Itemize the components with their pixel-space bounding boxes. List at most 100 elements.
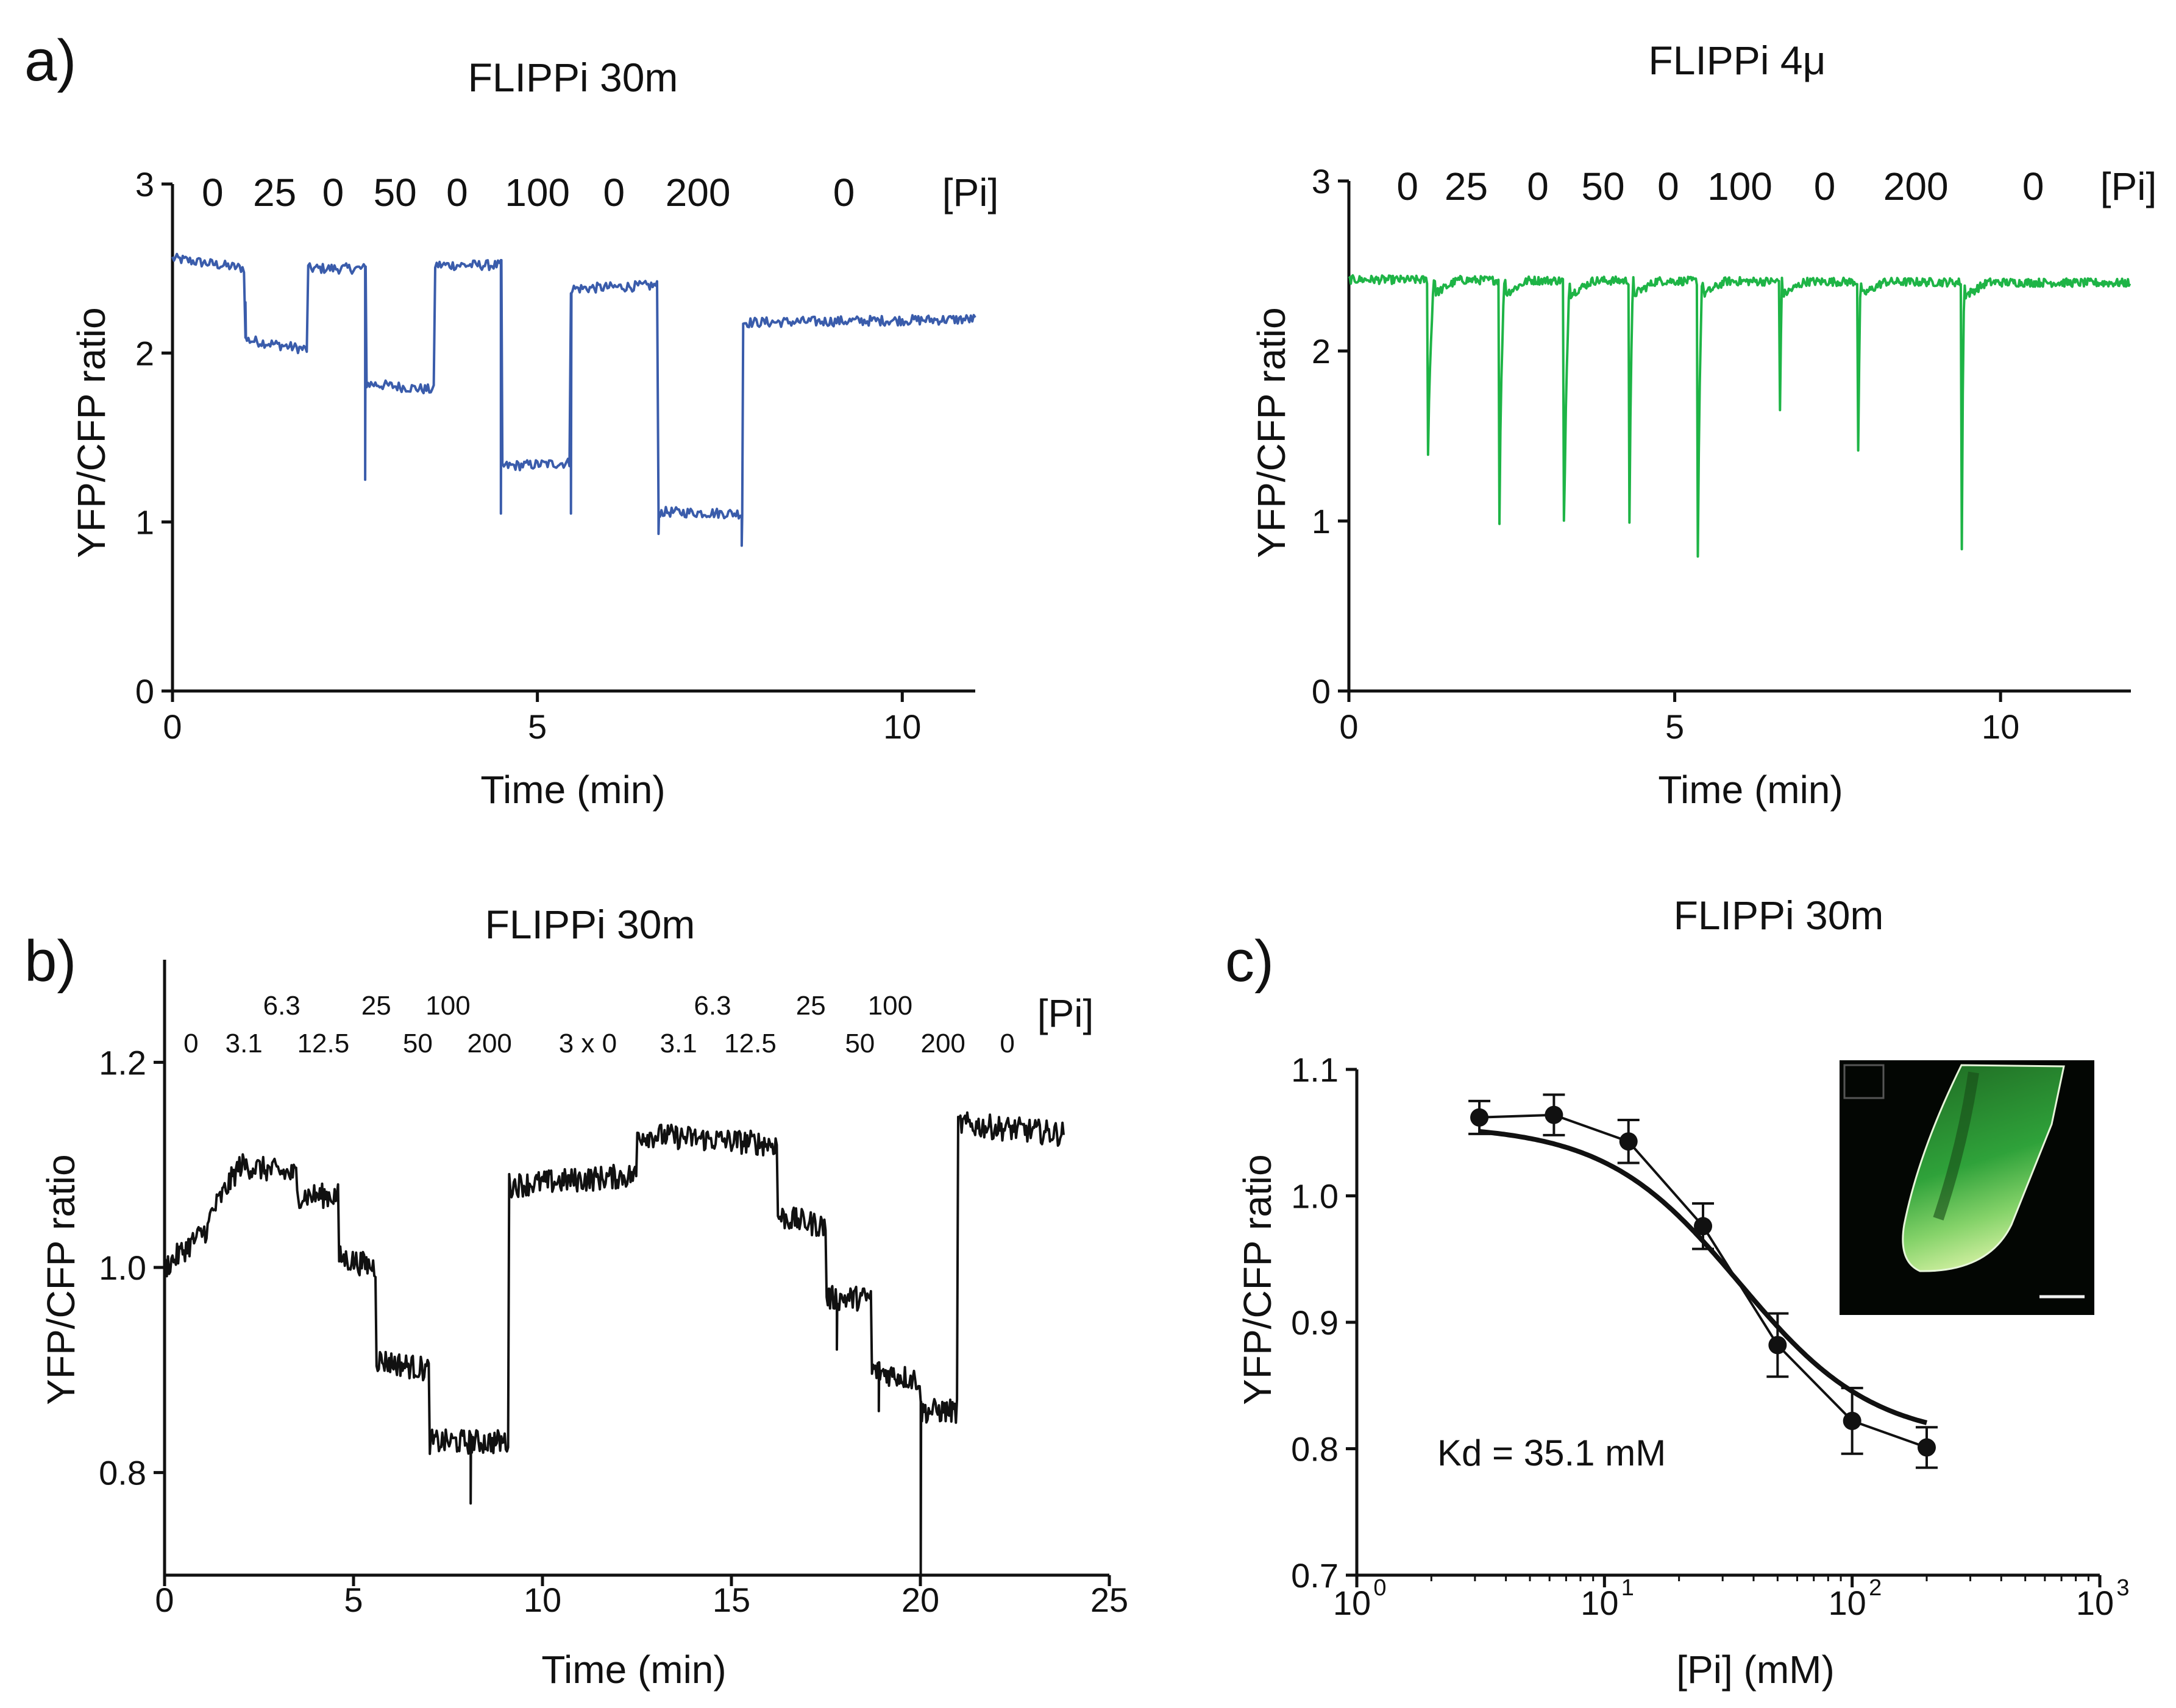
x-tick-label: 0 xyxy=(1339,707,1358,746)
pi-concentration-label: 0 xyxy=(1657,165,1679,208)
x-tick-label: 20 xyxy=(901,1581,939,1619)
y-tick-label: 0 xyxy=(135,672,154,710)
pi-concentration-label: 0 xyxy=(833,171,855,214)
panel-label-c: c) xyxy=(1225,929,1274,994)
series-line xyxy=(163,1111,1065,1576)
inset-root-image xyxy=(1840,1060,2094,1315)
y-axis-label: YFP/CFP ratio xyxy=(1236,1154,1279,1405)
y-tick-label: 1 xyxy=(1312,502,1331,540)
pi-concentration-label: 50 xyxy=(1581,165,1624,208)
series-line xyxy=(1348,274,2132,558)
pi-concentration-label: 25 xyxy=(253,171,296,214)
data-point xyxy=(1470,1108,1489,1127)
pi-concentration-label: 50 xyxy=(403,1029,433,1058)
x-tick-label: 10 xyxy=(2076,1584,2114,1622)
pi-concentration-label: 200 xyxy=(1883,165,1949,208)
data-point xyxy=(1843,1411,1861,1430)
x-axis-label: Time (min) xyxy=(541,1648,726,1692)
pi-concentration-label: 3.1 xyxy=(226,1029,263,1058)
pi-concentration-label: 0 xyxy=(1527,165,1549,208)
pi-concentration-label: 200 xyxy=(467,1029,511,1058)
pi-concentration-label: 12.5 xyxy=(297,1029,350,1058)
chart-b-flippi-30m: FLIPPi 30m Time (min) YFP/CFP ratio [Pi]… xyxy=(39,902,1128,1692)
y-tick-label: 0.9 xyxy=(1291,1303,1339,1342)
pi-concentration-label: 3.1 xyxy=(660,1029,697,1058)
x-tick-label: 5 xyxy=(344,1581,363,1619)
x-tick-label: 10 xyxy=(524,1581,561,1619)
pi-concentration-label: 200 xyxy=(920,1029,965,1058)
y-tick-label: 3 xyxy=(135,165,154,204)
y-tick-label: 0.7 xyxy=(1291,1556,1339,1595)
pi-concentration-label: 6.3 xyxy=(694,991,731,1021)
data-point xyxy=(1768,1336,1787,1355)
y-axis-label: YFP/CFP ratio xyxy=(39,1154,83,1405)
pi-concentration-label: 3 x 0 xyxy=(559,1029,617,1058)
y-tick-label: 1.0 xyxy=(99,1249,146,1287)
x-axis-label: Time (min) xyxy=(1658,768,1843,812)
x-tick-label: 5 xyxy=(1665,707,1684,746)
pi-concentration-label: 100 xyxy=(868,991,912,1021)
chart-a-flippi-30m: FLIPPi 30m Time (min) YFP/CFP ratio [Pi]… xyxy=(69,55,998,812)
pi-unit-label: [Pi] xyxy=(2100,165,2156,208)
panel-label-a: a) xyxy=(24,28,76,93)
y-tick-label: 1.2 xyxy=(99,1043,146,1082)
y-tick-label: 1.0 xyxy=(1291,1177,1339,1216)
data-point xyxy=(1545,1105,1563,1124)
pi-concentration-label: 50 xyxy=(845,1029,875,1058)
x-axis-label: [Pi] (mM) xyxy=(1676,1648,1835,1692)
chart-title: FLIPPi 4μ xyxy=(1648,38,1826,83)
x-tick-label: 0 xyxy=(163,707,182,746)
pi-concentration-label: 100 xyxy=(505,171,570,214)
panel-label-b: b) xyxy=(24,929,76,994)
chart-title: FLIPPi 30m xyxy=(468,55,678,100)
chart-title: FLIPPi 30m xyxy=(1674,893,1884,938)
x-tick-exponent: 3 xyxy=(2116,1575,2129,1601)
x-tick-label: 10 xyxy=(1982,707,2019,746)
x-tick-label: 10 xyxy=(883,707,921,746)
pi-concentration-label: 25 xyxy=(361,991,391,1021)
x-tick-label: 25 xyxy=(1090,1581,1128,1619)
pi-concentration-label: 0 xyxy=(1396,165,1418,208)
y-tick-label: 2 xyxy=(1312,332,1331,370)
pi-concentration-label: 25 xyxy=(796,991,826,1021)
kd-annotation: Kd = 35.1 mM xyxy=(1437,1433,1666,1473)
chart-title: FLIPPi 30m xyxy=(485,902,695,947)
pi-concentration-label: 0 xyxy=(1814,165,1836,208)
pi-concentration-label: 0 xyxy=(1000,1029,1014,1058)
chart-a-flippi-4mu: FLIPPi 4μ Time (min) YFP/CFP ratio [Pi] … xyxy=(1250,38,2156,812)
pi-concentration-label: 50 xyxy=(374,171,417,214)
pi-concentration-label: 25 xyxy=(1445,165,1488,208)
pi-concentration-label: 100 xyxy=(425,991,470,1021)
pi-concentration-label: 12.5 xyxy=(724,1029,777,1058)
x-tick-exponent: 1 xyxy=(1621,1575,1634,1601)
pi-concentration-label: 200 xyxy=(666,171,731,214)
data-point xyxy=(1694,1217,1713,1236)
pi-concentration-label: 0 xyxy=(2022,165,2044,208)
x-tick-exponent: 2 xyxy=(1869,1575,1882,1601)
pi-concentration-label: 6.3 xyxy=(263,991,300,1021)
series-line xyxy=(171,252,976,547)
pi-unit-label: [Pi] xyxy=(1037,991,1093,1035)
y-tick-label: 3 xyxy=(1312,162,1331,200)
x-tick-label: 0 xyxy=(155,1581,174,1619)
y-axis-label: YFP/CFP ratio xyxy=(1250,307,1293,558)
y-tick-label: 0 xyxy=(1312,672,1331,710)
x-tick-label: 15 xyxy=(713,1581,750,1619)
y-tick-label: 0.8 xyxy=(99,1454,146,1492)
pi-concentration-label: 0 xyxy=(202,171,224,214)
chart-c-dose-response: FLIPPi 30m [Pi] (mM) YFP/CFP ratio Kd = … xyxy=(1236,893,2130,1692)
x-tick-label: 5 xyxy=(528,707,547,746)
x-tick-label: 10 xyxy=(1580,1584,1618,1622)
x-tick-label: 10 xyxy=(1333,1584,1371,1622)
data-point xyxy=(1917,1438,1936,1457)
pi-concentration-label: 0 xyxy=(446,171,468,214)
y-tick-label: 0.8 xyxy=(1291,1430,1339,1469)
pi-unit-label: [Pi] xyxy=(942,171,998,214)
pi-concentration-label: 0 xyxy=(183,1029,198,1058)
pi-concentration-label: 0 xyxy=(322,171,344,214)
pi-concentration-label: 100 xyxy=(1707,165,1772,208)
x-axis-label: Time (min) xyxy=(480,768,665,812)
data-point xyxy=(1619,1132,1638,1151)
y-tick-label: 1.1 xyxy=(1291,1051,1339,1089)
